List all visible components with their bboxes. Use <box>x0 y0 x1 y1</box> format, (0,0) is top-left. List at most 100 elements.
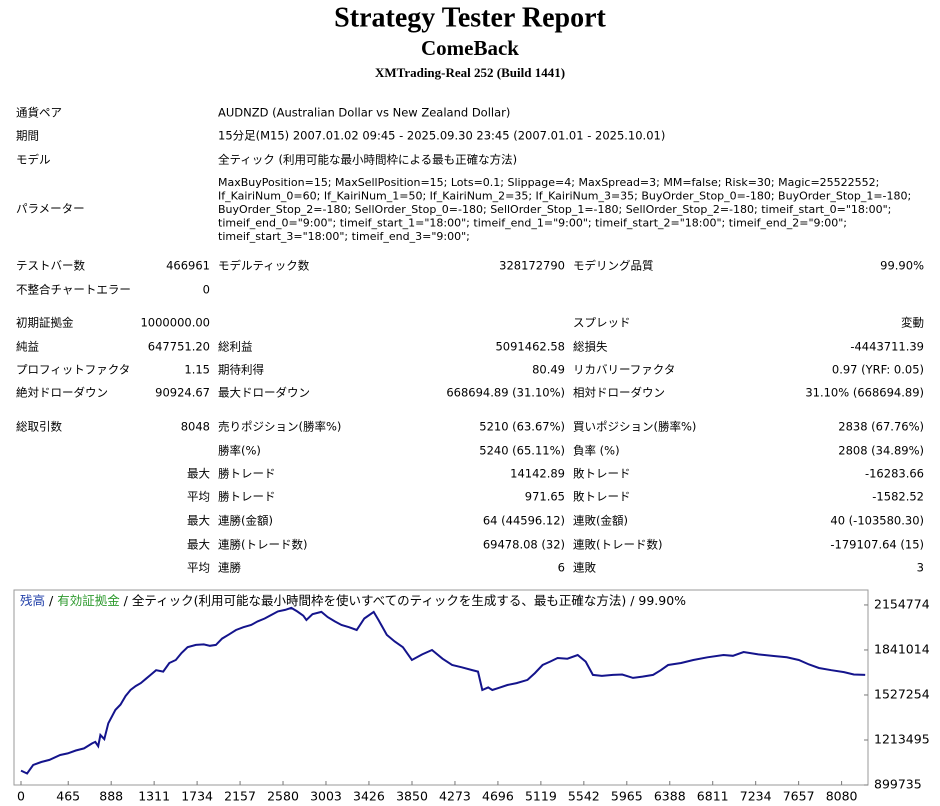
x-tick-label: 7657 <box>783 789 815 804</box>
stat-label: モデリング品質 <box>573 259 654 273</box>
stat-value: 64 (44596.12) <box>483 514 565 528</box>
stat-value: 2808 (34.89%) <box>838 444 924 458</box>
stat-value: 変動 <box>901 316 924 330</box>
parameter-line: MaxBuyPosition=15; MaxSellPosition=15; L… <box>218 176 879 189</box>
x-tick-label: 7234 <box>740 789 772 804</box>
stat-value: 5210 (63.67%) <box>479 420 565 434</box>
parameter-line: BuyOrder_Stop_2=-180; SellOrder_Stop_0=-… <box>218 203 891 216</box>
legend-item: / <box>45 593 57 608</box>
stat-value: 5091462.58 <box>495 340 565 354</box>
x-tick-label: 2580 <box>267 789 299 804</box>
stat-value: 40 (-103580.30) <box>830 514 924 528</box>
stat-value: 90924.67 <box>155 386 210 400</box>
x-tick-label: 4273 <box>439 789 471 804</box>
x-tick-label: 888 <box>99 789 123 804</box>
stat-value: 最大 <box>187 467 210 481</box>
stat-label: 総損失 <box>573 340 608 354</box>
stat-label: 連敗(トレード数) <box>573 538 662 552</box>
chart-frame <box>13 589 869 786</box>
info-value: 15分足(M15) 2007.01.02 09:45 - 2025.09.30 … <box>218 129 665 143</box>
x-tick-label: 2157 <box>224 789 256 804</box>
stat-value: 466961 <box>166 259 210 273</box>
stat-label: 総利益 <box>218 340 253 354</box>
stat-label: リカバリーファクタ <box>573 363 675 377</box>
x-tick-label: 3426 <box>353 789 385 804</box>
report-title: Strategy Tester Report <box>334 2 606 33</box>
stat-label: 敗トレード <box>573 490 631 504</box>
stat-value: 647751.20 <box>148 340 210 354</box>
stat-label: 勝トレード <box>218 467 276 481</box>
stat-value: -16283.66 <box>865 467 924 481</box>
stat-label: 期待利得 <box>218 363 264 377</box>
x-tick-label: 6811 <box>697 789 729 804</box>
stat-value: 971.65 <box>525 490 565 504</box>
x-tick-label: 0 <box>17 789 25 804</box>
stat-label: 初期証拠金 <box>16 316 74 330</box>
stat-value: -179107.64 (15) <box>830 538 924 552</box>
stat-label: 連勝 <box>218 561 241 575</box>
legend-item: 残高 <box>20 593 45 608</box>
stat-label: 連敗(金額) <box>573 514 628 528</box>
x-tick-label: 6388 <box>654 789 686 804</box>
x-tick-label: 5965 <box>611 789 643 804</box>
stat-label: 連勝(トレード数) <box>218 538 307 552</box>
x-tick-label: 3850 <box>396 789 428 804</box>
stat-value: 最大 <box>187 538 210 552</box>
stat-value: 328172790 <box>499 259 565 273</box>
y-tick-label: 1527254 <box>874 686 930 701</box>
x-tick-label: 5119 <box>525 789 557 804</box>
stat-label: 相対ドローダウン <box>573 386 665 400</box>
stat-label: 純益 <box>16 340 39 354</box>
x-tick-label: 5542 <box>568 789 600 804</box>
legend-item: 有効証拠金 <box>57 593 120 608</box>
stat-value: 31.10% (668694.89) <box>805 386 924 400</box>
stat-value: 69478.08 (32) <box>483 538 565 552</box>
x-tick-label: 4696 <box>482 789 514 804</box>
stat-value: 平均 <box>187 490 210 504</box>
x-tick-label: 1734 <box>181 789 213 804</box>
stat-label: 不整合チャートエラー <box>16 283 131 297</box>
stat-value: 14142.89 <box>510 467 565 481</box>
y-tick-label: 1841014 <box>874 641 930 656</box>
stat-label: 敗トレード <box>573 467 631 481</box>
stat-value: 1000000.00 <box>140 316 210 330</box>
stat-label: 絶対ドローダウン <box>16 386 108 400</box>
parameter-line: timeif_end_0="9:00"; timeif_start_1="18:… <box>218 217 847 230</box>
stat-label: 連敗 <box>573 561 596 575</box>
stat-label: プロフィットファクタ <box>16 363 130 377</box>
parameters-label: パラメーター <box>16 202 85 216</box>
stat-value: 8048 <box>181 420 210 434</box>
stat-label: 売りポジション(勝率%) <box>218 420 341 434</box>
y-tick-label: 1213495 <box>874 731 930 746</box>
legend-item: / 全ティック(利用可能な最小時間枠を使いすべてのティックを生成する、最も正確な… <box>120 593 686 608</box>
stat-label: モデルティック数 <box>218 259 310 273</box>
stat-value: 6 <box>558 561 565 575</box>
stat-value: 2838 (67.76%) <box>838 420 924 434</box>
info-value: AUDNZD (Australian Dollar vs New Zealand… <box>218 106 510 120</box>
balance-line <box>20 606 866 775</box>
stat-label: スプレッド <box>573 316 631 330</box>
stat-label: 負率 (%) <box>573 444 620 458</box>
stat-label: 連勝(金額) <box>218 514 273 528</box>
x-tick-label: 3003 <box>310 789 342 804</box>
stat-value: 3 <box>917 561 924 575</box>
x-tick-label: 1311 <box>138 789 170 804</box>
server-build: XMTrading-Real 252 (Build 1441) <box>375 65 565 80</box>
info-label: モデル <box>16 153 51 167</box>
parameter-line: If_KairiNum_0=60; If_KairiNum_1=50; If_K… <box>218 190 911 203</box>
stat-value: -1582.52 <box>872 490 924 504</box>
stat-value: 99.90% <box>880 259 924 273</box>
x-tick-label: 8080 <box>826 789 858 804</box>
stat-value: 80.49 <box>532 363 565 377</box>
stat-label: 最大ドローダウン <box>218 386 310 400</box>
chart-legend: 残高 / 有効証拠金 / 全ティック(利用可能な最小時間枠を使いすべてのティック… <box>20 593 686 608</box>
stat-value: 0.97 (YRF: 0.05) <box>832 363 924 377</box>
stat-value: 1.15 <box>184 363 210 377</box>
info-label: 期間 <box>16 129 39 143</box>
stat-label: 買いポジション(勝率%) <box>573 420 696 434</box>
stat-label: 勝トレード <box>218 490 276 504</box>
stat-label: テストバー数 <box>16 259 85 273</box>
stat-value: 5240 (65.11%) <box>479 444 565 458</box>
